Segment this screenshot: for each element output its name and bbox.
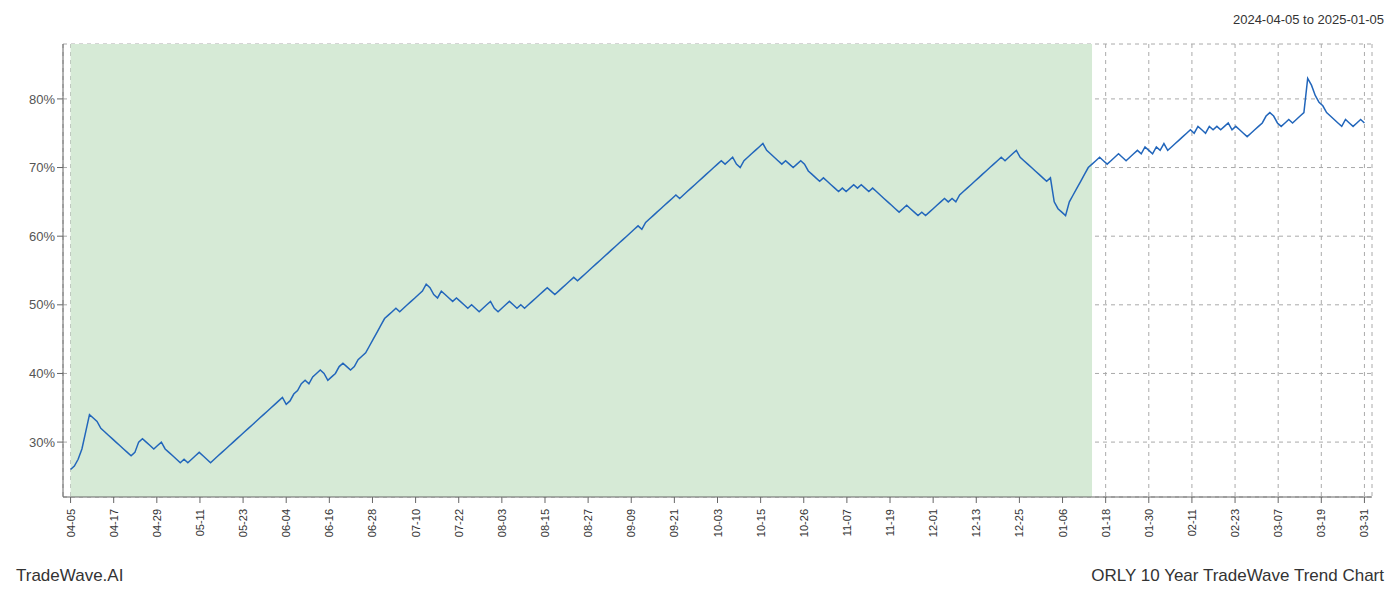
svg-text:11-19: 11-19 (884, 509, 896, 536)
svg-text:02-11: 02-11 (1186, 509, 1198, 536)
svg-text:01-06: 01-06 (1057, 509, 1069, 537)
svg-text:50%: 50% (29, 297, 55, 312)
svg-text:06-28: 06-28 (366, 509, 378, 537)
html-text:2024-04-05 to 2025-01-05: 2024-04-05 to 2025-01-05 (1232, 12, 1384, 27)
svg-text:08-15: 08-15 (539, 509, 551, 537)
html-text:ORLY 10 Year TradeWave Trend C: ORLY 10 Year TradeWave Trend Chart (1091, 566, 1384, 585)
svg-text:70%: 70% (29, 160, 55, 175)
svg-text:12-13: 12-13 (970, 509, 982, 537)
svg-text:40%: 40% (29, 366, 55, 381)
svg-text:80%: 80% (29, 92, 55, 107)
html-text:TradeWave.AI: TradeWave.AI (16, 566, 124, 585)
svg-text:06-16: 06-16 (323, 509, 335, 537)
svg-text:03-19: 03-19 (1315, 509, 1327, 537)
svg-text:04-05: 04-05 (65, 509, 77, 537)
svg-text:09-21: 09-21 (668, 509, 680, 537)
svg-text:01-18: 01-18 (1100, 509, 1112, 537)
svg-text:12-25: 12-25 (1013, 509, 1025, 537)
svg-text:30%: 30% (29, 435, 55, 450)
svg-text:05-23: 05-23 (237, 509, 249, 537)
svg-text:10-26: 10-26 (798, 509, 810, 537)
svg-text:07-10: 07-10 (410, 509, 422, 537)
svg-text:02-23: 02-23 (1229, 509, 1241, 537)
svg-text:08-27: 08-27 (582, 509, 594, 537)
svg-text:08-03: 08-03 (496, 509, 508, 537)
svg-text:10-03: 10-03 (712, 509, 724, 537)
svg-text:03-07: 03-07 (1272, 509, 1284, 537)
svg-text:07-22: 07-22 (453, 509, 465, 537)
svg-text:01-30: 01-30 (1143, 509, 1155, 537)
svg-text:11-07: 11-07 (841, 509, 853, 536)
svg-text:05-11: 05-11 (194, 509, 206, 536)
svg-text:04-29: 04-29 (151, 509, 163, 537)
svg-text:06-04: 06-04 (280, 509, 292, 537)
svg-text:04-17: 04-17 (108, 509, 120, 537)
svg-text:09-09: 09-09 (625, 509, 637, 537)
svg-text:03-31: 03-31 (1358, 509, 1370, 537)
svg-text:10-15: 10-15 (755, 509, 767, 537)
svg-text:12-01: 12-01 (927, 509, 939, 537)
svg-text:60%: 60% (29, 229, 55, 244)
